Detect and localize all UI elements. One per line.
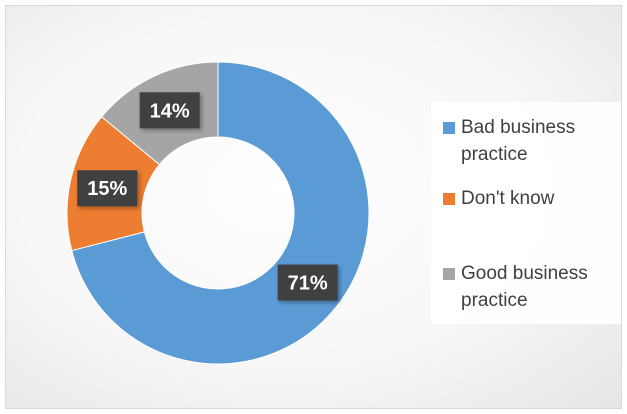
data-label-box [139,92,200,129]
legend-item-good-business-practice: Good business practice [443,260,588,314]
data-label-text: 15% [87,178,127,200]
legend-item-dont-know: Don't know [443,185,554,212]
data-label-box [277,264,338,301]
legend: Bad business practice Don't know Good bu… [431,102,621,324]
data-label-text: 14% [150,100,190,122]
legend-label-line: practice [461,290,528,311]
legend-swatch-dont-know [443,193,455,205]
legend-swatch-good [443,268,455,280]
data-label-don-t-know: 15% [77,170,138,207]
data-label-good-business-practice: 14% [139,92,200,129]
legend-label-line: Don't know [461,188,555,209]
legend-label-line: practice [461,144,528,165]
data-label-box [77,170,138,207]
legend-item-bad-business-practice: Bad business practice [443,114,575,168]
legend-swatch-bad [443,122,455,134]
legend-label-line: Bad business [461,117,576,138]
data-label-bad-business-practice: 71% [277,264,338,301]
legend-label-line: Good business [461,263,588,284]
data-label-text: 71% [288,273,328,295]
